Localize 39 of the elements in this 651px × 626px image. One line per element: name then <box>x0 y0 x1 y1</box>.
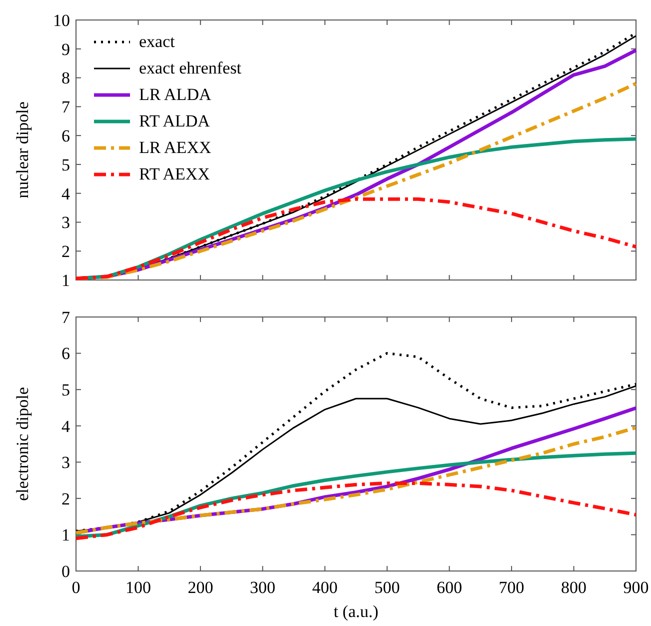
x-tick-label: 300 <box>250 578 276 597</box>
x-tick-label: 900 <box>623 578 649 597</box>
line-series <box>74 481 638 540</box>
x-tick-label: 400 <box>312 578 338 597</box>
y-tick-label: 1 <box>62 526 70 545</box>
y-tick-label: 8 <box>62 68 70 88</box>
y-tick-label: 10 <box>53 10 70 30</box>
legend-label: exact <box>139 32 176 51</box>
y-tick-label: 0 <box>62 562 70 581</box>
y-tick-label: 7 <box>62 308 70 327</box>
x-axis-title: t (a.u.) <box>334 602 378 621</box>
y-tick-label: 6 <box>62 344 70 364</box>
legend-label: LR AEXX <box>139 138 212 157</box>
y-tick-label: 5 <box>62 155 70 174</box>
y-tick-label: 2 <box>62 242 70 262</box>
y-tick-label: 5 <box>62 380 70 400</box>
x-tick-label: 700 <box>498 578 524 597</box>
line-series <box>74 426 638 535</box>
y-tick-label: 4 <box>62 416 70 436</box>
y-tick-label: 1 <box>62 270 70 290</box>
legend-label: exact ehrenfest <box>139 58 242 78</box>
y-tick-label: 3 <box>62 213 70 232</box>
y-axis-title: nuclear dipole <box>13 102 32 198</box>
y-axis-title: electronic dipole <box>13 387 32 501</box>
x-tick-label: 100 <box>125 578 151 597</box>
y-tick-label: 2 <box>62 489 70 508</box>
x-tick-label: 600 <box>436 578 462 597</box>
y-tick-label: 7 <box>62 98 70 117</box>
y-tick-label: 4 <box>62 184 70 204</box>
y-tick-label: 9 <box>62 40 70 59</box>
x-tick-label: 800 <box>561 578 587 597</box>
legend-label: RT ALDA <box>139 112 211 130</box>
line-series <box>74 197 638 280</box>
y-tick-label: 3 <box>62 453 70 472</box>
legend-label: LR ALDA <box>139 85 212 104</box>
x-tick-label: 200 <box>188 578 214 597</box>
legend-label: RT AEXX <box>139 164 210 184</box>
x-tick-label: 500 <box>374 578 400 597</box>
y-tick-label: 6 <box>62 126 70 146</box>
